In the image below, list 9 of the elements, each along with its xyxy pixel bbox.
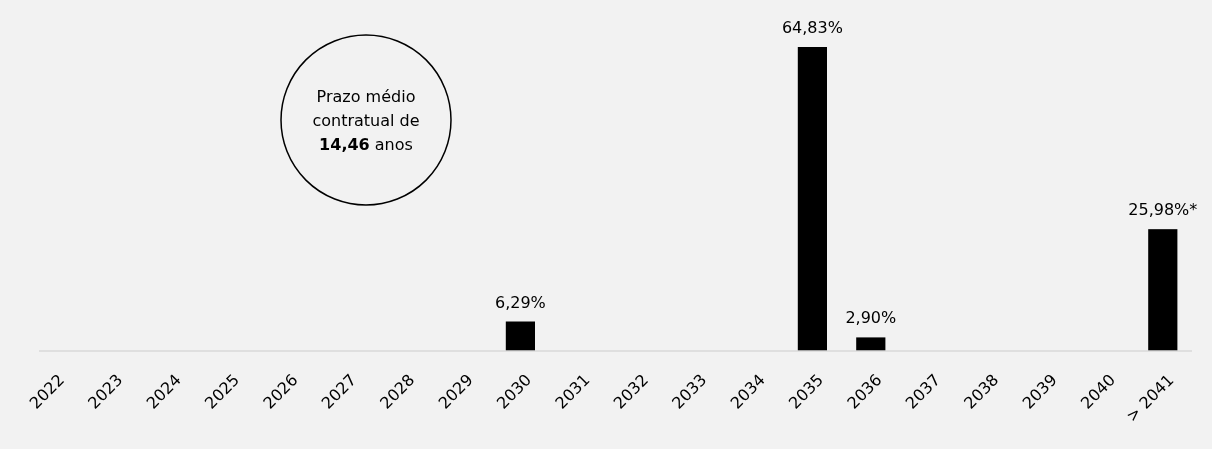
data-label: 64,83%	[781, 18, 843, 37]
data-label: 6,29%	[494, 292, 546, 312]
bar	[505, 321, 535, 351]
bar	[1148, 229, 1178, 351]
data-label: 2,90%	[845, 308, 897, 328]
data-label: 25,98%*	[1128, 200, 1198, 220]
bar	[856, 337, 886, 351]
text: Prazo médio contratual de 14,46 anos	[312, 86, 420, 154]
bar	[797, 47, 827, 351]
